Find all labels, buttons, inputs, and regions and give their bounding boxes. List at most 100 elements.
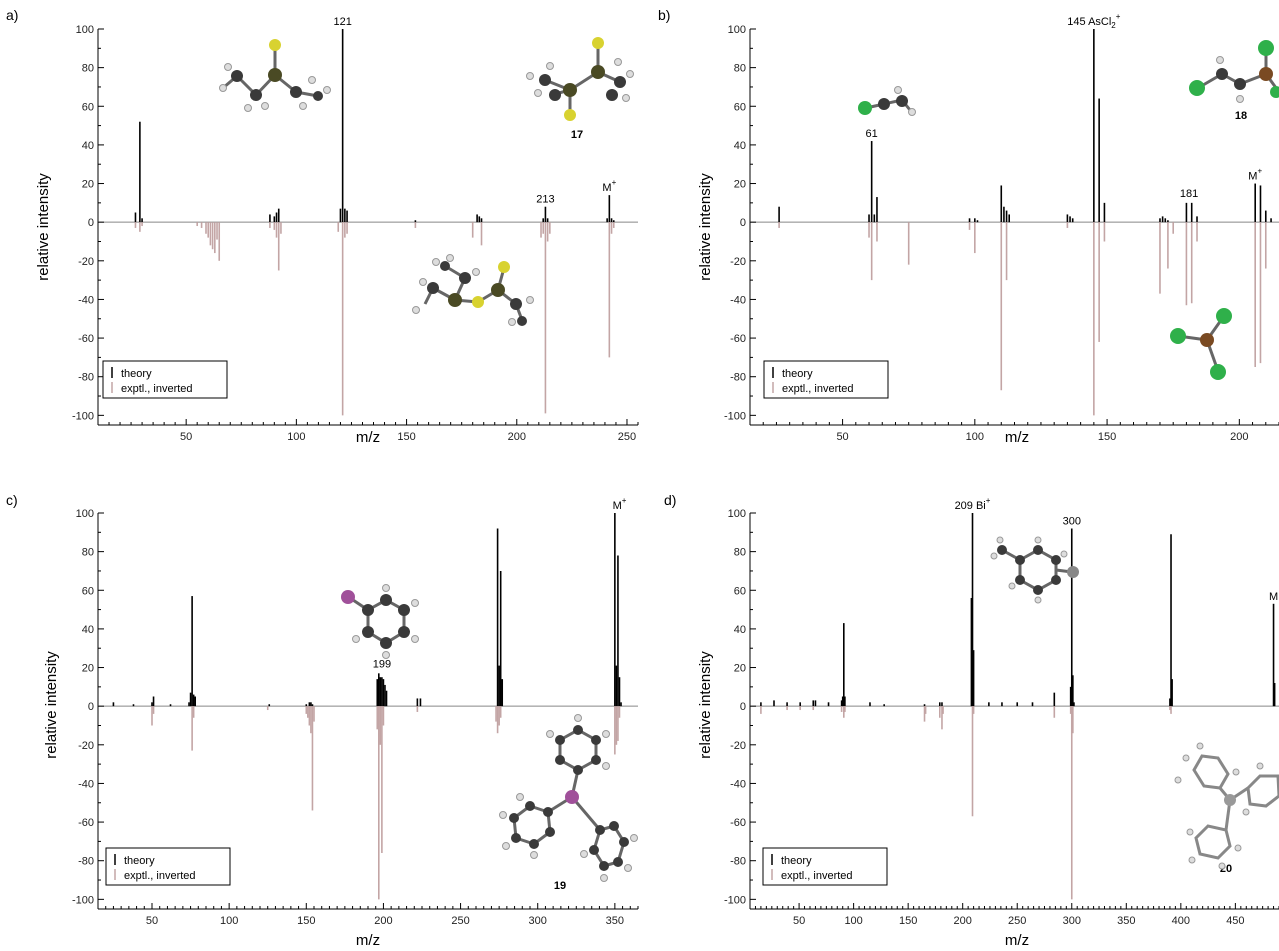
y-tick-label: -100 [724, 410, 746, 422]
panel-b-legend: theory exptl., inverted [763, 360, 889, 399]
panel-c-legend: theory exptl., inverted [105, 847, 231, 886]
y-tick-label: -20 [730, 256, 746, 268]
y-tick-label: 20 [734, 663, 746, 675]
y-tick-label: 40 [734, 140, 746, 152]
y-tick-label: -20 [730, 740, 746, 752]
y-tick-label: 80 [734, 63, 746, 75]
y-tick-label: 60 [82, 585, 94, 597]
y-tick-label: -40 [78, 778, 94, 790]
peak-annotation: M [1269, 591, 1278, 603]
molecule-image [526, 37, 634, 121]
peak-annotation: 213 [536, 194, 554, 206]
x-tick-label: 300 [1063, 915, 1081, 927]
peak-annotation: M+ [613, 496, 627, 512]
y-tick-label: -60 [78, 817, 94, 829]
peak-annotation: 145 AsCl2+ [1067, 12, 1120, 30]
y-tick-label: -100 [72, 894, 94, 906]
y-tick-label: 20 [82, 179, 94, 191]
x-tick-label: 250 [451, 915, 469, 927]
y-tick-label: -80 [78, 856, 94, 868]
panel-a-xlabel: m/z [356, 429, 380, 446]
panel-d-ylabel: relative intensity [697, 651, 714, 759]
y-tick-label: 60 [734, 585, 746, 597]
x-tick-label: 250 [618, 431, 636, 443]
y-tick-label: 60 [734, 101, 746, 113]
y-tick-label: 100 [728, 508, 746, 520]
y-tick-label: 20 [82, 663, 94, 675]
molecule-image [341, 584, 419, 659]
x-tick-label: 350 [606, 915, 624, 927]
y-tick-label: 60 [82, 101, 94, 113]
y-tick-label: -100 [724, 894, 746, 906]
peak-annotation: 121 [333, 16, 351, 28]
y-tick-label: -20 [78, 740, 94, 752]
panel-b-label: b) [658, 7, 670, 23]
x-tick-label: 400 [1172, 915, 1190, 927]
x-tick-label: 450 [1226, 915, 1244, 927]
molecule-image [499, 714, 638, 882]
compound-label-19: 19 [554, 880, 566, 892]
peak-annotation: 300 [1063, 515, 1081, 527]
panel-d-legend: theory exptl., inverted [762, 847, 888, 886]
y-tick-label: -40 [78, 294, 94, 306]
y-tick-label: -40 [730, 294, 746, 306]
y-tick-label: 100 [728, 24, 746, 36]
x-tick-label: 150 [1098, 431, 1116, 443]
panel-a-label: a) [6, 7, 18, 23]
y-tick-label: -80 [730, 856, 746, 868]
legend-exptl-label: exptl., inverted [781, 870, 853, 882]
peak-annotation: 209 Bi+ [955, 496, 991, 512]
panel-a-ylabel: relative intensity [35, 173, 52, 281]
x-tick-label: 50 [180, 431, 192, 443]
x-tick-label: 300 [529, 915, 547, 927]
y-tick-label: -80 [730, 372, 746, 384]
y-tick-label: 40 [734, 624, 746, 636]
y-tick-label: -40 [730, 778, 746, 790]
x-tick-label: 100 [220, 915, 238, 927]
y-tick-label: -80 [78, 372, 94, 384]
y-tick-label: 40 [82, 624, 94, 636]
molecule-image [1170, 308, 1232, 380]
peak-annotation: 61 [866, 128, 878, 140]
legend-theory-label: theory [781, 855, 812, 867]
y-tick-label: 20 [734, 179, 746, 191]
molecule-image [412, 254, 534, 326]
molecule-image [219, 39, 331, 112]
x-tick-label: 100 [287, 431, 305, 443]
compound-label-17: 17 [571, 129, 583, 141]
x-tick-label: 50 [146, 915, 158, 927]
y-tick-label: 100 [76, 24, 94, 36]
x-tick-label: 50 [793, 915, 805, 927]
y-tick-label: 80 [734, 547, 746, 559]
x-tick-label: 200 [954, 915, 972, 927]
y-tick-label: 100 [76, 508, 94, 520]
y-tick-label: 0 [88, 217, 94, 229]
panel-b-ylabel: relative intensity [697, 173, 714, 281]
panel-c-xlabel: m/z [356, 932, 380, 949]
panel-d-label: d) [664, 492, 676, 508]
x-tick-label: 100 [966, 431, 984, 443]
x-tick-label: 150 [899, 915, 917, 927]
molecule-image [1174, 742, 1279, 870]
panel-b-xlabel: m/z [1005, 429, 1029, 446]
y-tick-label: 80 [82, 63, 94, 75]
molecule-image [990, 536, 1079, 604]
panel-c-ylabel: relative intensity [43, 651, 60, 759]
legend-theory-label: theory [782, 368, 813, 380]
y-tick-label: 0 [740, 217, 746, 229]
panel-c-label: c) [6, 492, 18, 508]
legend-theory-label: theory [124, 855, 155, 867]
y-tick-label: 80 [82, 547, 94, 559]
panel-d-xlabel: m/z [1005, 932, 1029, 949]
y-tick-label: -100 [72, 410, 94, 422]
legend-exptl-label: exptl., inverted [124, 870, 196, 882]
molecule-image [858, 86, 916, 116]
peak-annotation: 199 [373, 658, 391, 670]
peak-annotation: M+ [1248, 167, 1262, 183]
